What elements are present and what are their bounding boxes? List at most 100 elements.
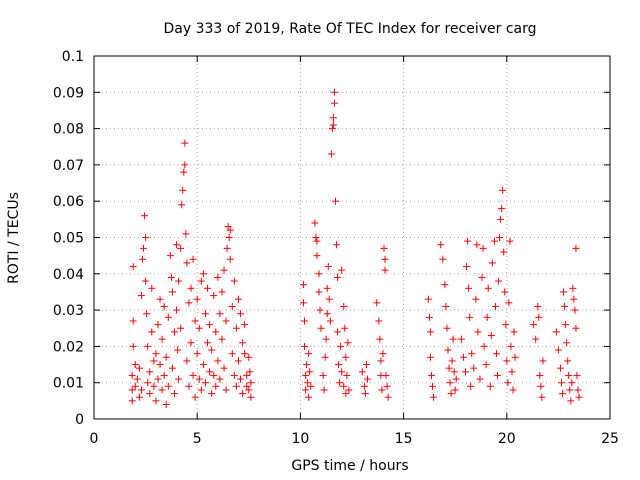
data-point: [334, 273, 342, 281]
data-point: [152, 350, 160, 358]
data-point: [567, 397, 575, 405]
data-point: [574, 386, 582, 394]
data-point: [468, 350, 476, 358]
data-point: [150, 382, 158, 390]
data-point: [360, 382, 368, 390]
data-point: [168, 364, 176, 372]
data-point: [206, 368, 214, 376]
data-point: [208, 346, 216, 354]
data-point: [232, 324, 240, 332]
data-point: [502, 321, 510, 329]
data-point: [378, 386, 386, 394]
data-point: [500, 248, 508, 256]
data-point: [492, 350, 500, 358]
data-point: [499, 186, 507, 194]
data-point: [175, 277, 183, 285]
data-point: [444, 346, 452, 354]
data-point: [143, 310, 151, 318]
data-point: [191, 317, 199, 325]
data-point: [467, 382, 475, 390]
data-point: [243, 382, 251, 390]
data-point: [560, 288, 568, 296]
data-point: [146, 390, 154, 398]
data-point: [311, 219, 319, 227]
data-point: [483, 313, 491, 321]
data-point: [220, 266, 228, 274]
data-point: [478, 273, 486, 281]
data-point: [160, 371, 168, 379]
data-point: [301, 342, 309, 350]
data-point: [326, 317, 334, 325]
data-point: [148, 284, 156, 292]
data-point: [498, 204, 506, 212]
data-point: [328, 125, 336, 133]
data-point: [535, 313, 543, 321]
data-point: [330, 88, 338, 96]
data-point: [142, 234, 150, 241]
data-point: [344, 339, 352, 347]
data-point: [154, 375, 162, 383]
data-point: [375, 317, 383, 325]
data-point: [338, 368, 346, 376]
data-point: [223, 244, 231, 252]
data-point: [323, 310, 331, 318]
data-point: [534, 302, 542, 310]
data-point: [179, 186, 187, 194]
data-point: [177, 324, 185, 332]
data-point: [484, 284, 492, 292]
data-point: [426, 328, 434, 336]
data-point: [443, 324, 451, 332]
data-point: [185, 382, 193, 390]
data-point: [335, 361, 343, 369]
data-point: [474, 328, 482, 336]
data-point: [177, 244, 185, 252]
data-point: [330, 99, 338, 107]
data-point: [538, 393, 546, 401]
data-point: [135, 393, 143, 401]
data-point: [226, 255, 234, 263]
data-point: [212, 328, 220, 336]
y-tick-label: 0.01: [53, 376, 84, 392]
data-point: [564, 357, 572, 365]
data-point: [156, 361, 164, 369]
x-tick-label: 20: [498, 431, 516, 447]
data-point: [462, 368, 470, 376]
data-point: [497, 215, 505, 223]
data-point: [337, 342, 345, 350]
data-point: [187, 284, 195, 292]
data-point: [131, 361, 139, 369]
data-point: [506, 237, 514, 245]
data-point: [181, 161, 189, 169]
y-tick-label: 0.09: [53, 85, 84, 101]
data-point: [568, 379, 576, 387]
grid-lines: [94, 56, 610, 419]
data-point: [135, 364, 143, 372]
data-point: [376, 335, 384, 343]
data-point: [494, 371, 502, 379]
data-point: [340, 302, 348, 310]
data-point: [239, 390, 247, 398]
data-point: [424, 295, 432, 303]
data-point: [575, 393, 583, 401]
data-point: [451, 386, 459, 394]
data-point: [245, 386, 253, 394]
data-point: [128, 386, 136, 394]
data-point: [152, 397, 160, 405]
data-point: [361, 390, 369, 398]
data-point: [336, 379, 344, 387]
data-point: [445, 364, 453, 372]
data-point: [509, 386, 517, 394]
data-point: [322, 335, 330, 343]
data-point: [299, 281, 307, 289]
data-point: [201, 379, 209, 387]
data-point: [199, 361, 207, 369]
data-point: [569, 284, 577, 292]
data-point: [187, 339, 195, 347]
data-point: [537, 382, 545, 390]
data-point: [510, 328, 518, 336]
data-point: [446, 379, 454, 387]
data-point: [197, 277, 205, 285]
data-point: [173, 241, 181, 249]
data-point: [425, 313, 433, 321]
